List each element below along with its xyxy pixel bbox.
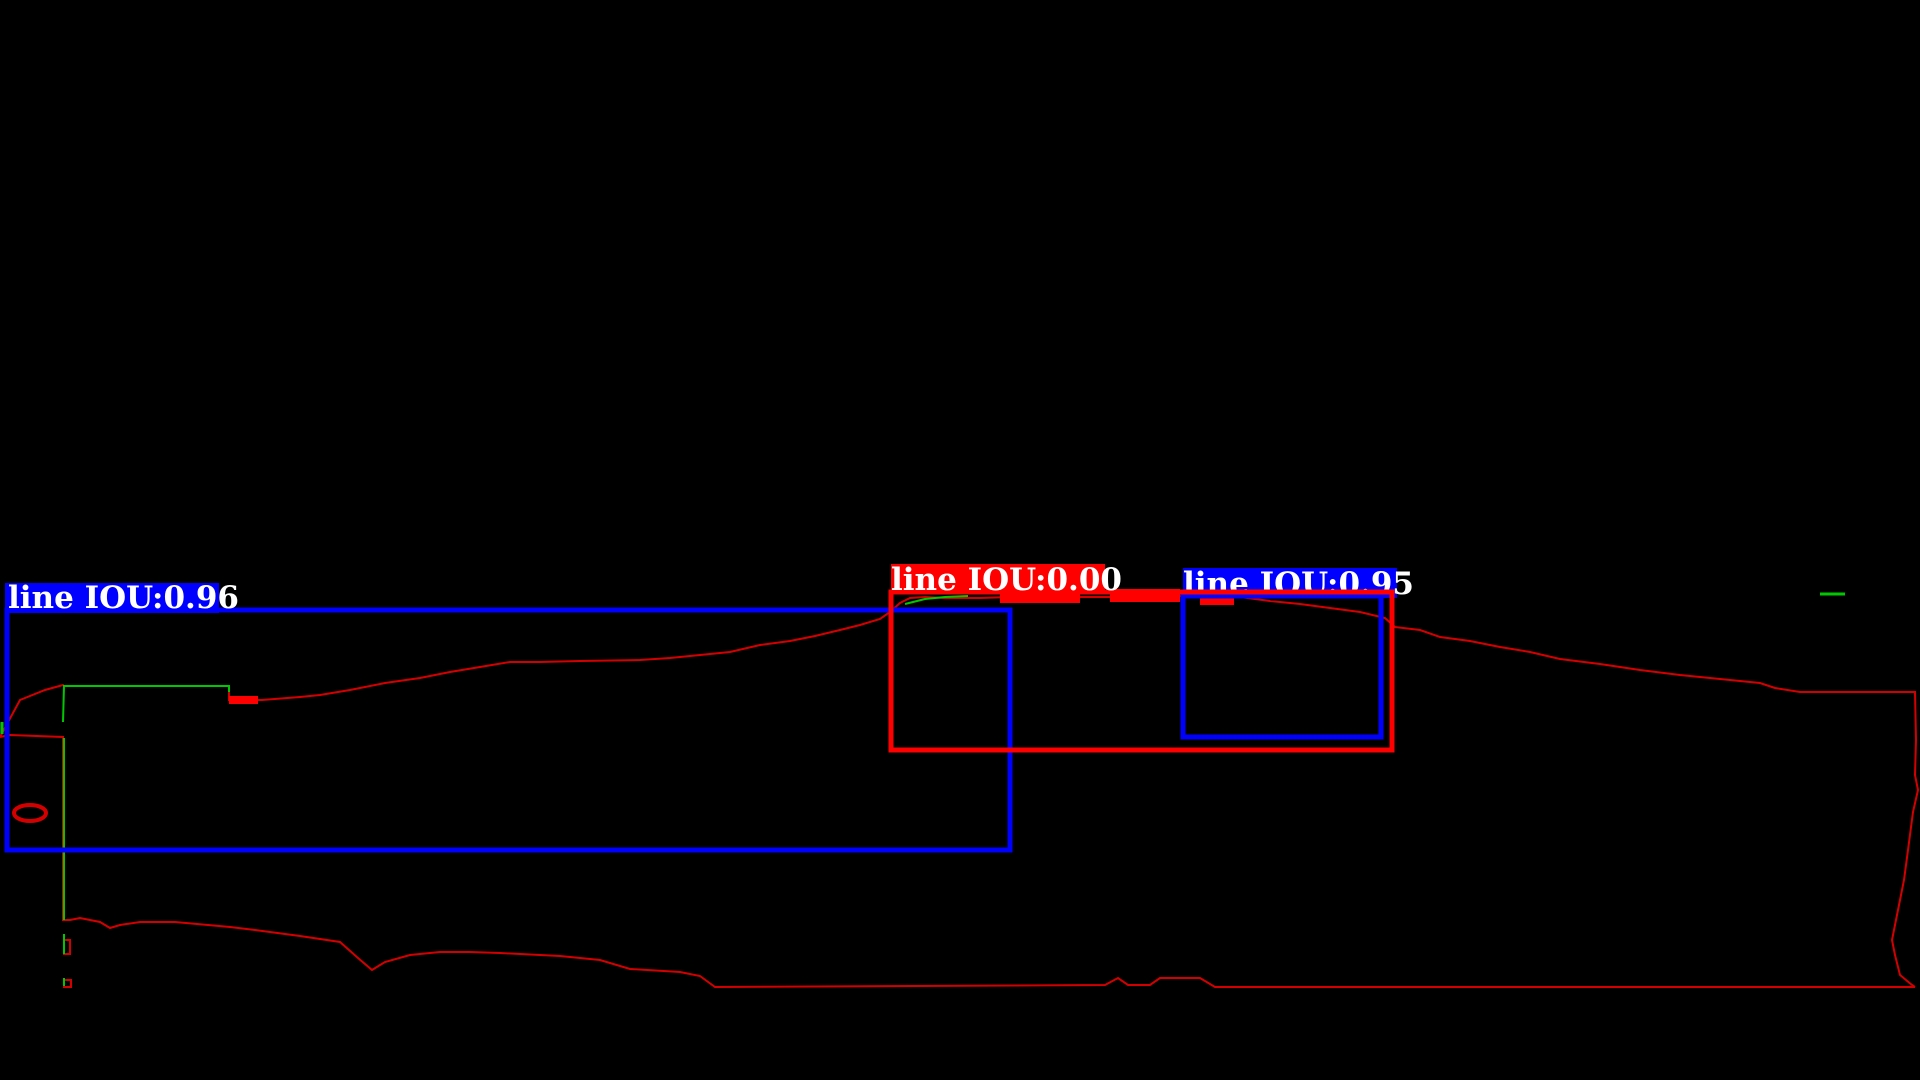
contour-upper-edge — [0, 591, 1917, 741]
ground-truth-lines — [0, 592, 1845, 986]
segmentation-contours — [0, 591, 1920, 989]
detection-box-1 — [4, 607, 1013, 853]
gt-line — [62, 685, 230, 723]
detection-box-3 — [1180, 593, 1384, 740]
detection-label-2: line IOU:0.00 — [891, 562, 1122, 598]
contour-fragment — [63, 979, 72, 988]
fill-segment — [229, 696, 258, 704]
detection-label-bg-1 — [5, 583, 219, 613]
gt-line — [904, 595, 969, 605]
detection-label-bg-2 — [891, 564, 1105, 594]
detection-boxes: line IOU:0.96 line IOU:0.95 line IOU:0.0… — [4, 562, 1414, 853]
contour-blob — [12, 803, 48, 823]
detection-label-3: line IOU:0.95 — [1183, 566, 1414, 602]
fill-segment — [1200, 596, 1234, 605]
fill-segment — [1000, 594, 1080, 603]
segmentation-fills — [229, 589, 1234, 704]
detection-box-2 — [888, 589, 1395, 753]
contour-right-edge — [1890, 739, 1920, 988]
contour-lower-edge — [0, 733, 1915, 989]
detection-label-1: line IOU:0.96 — [8, 580, 239, 616]
